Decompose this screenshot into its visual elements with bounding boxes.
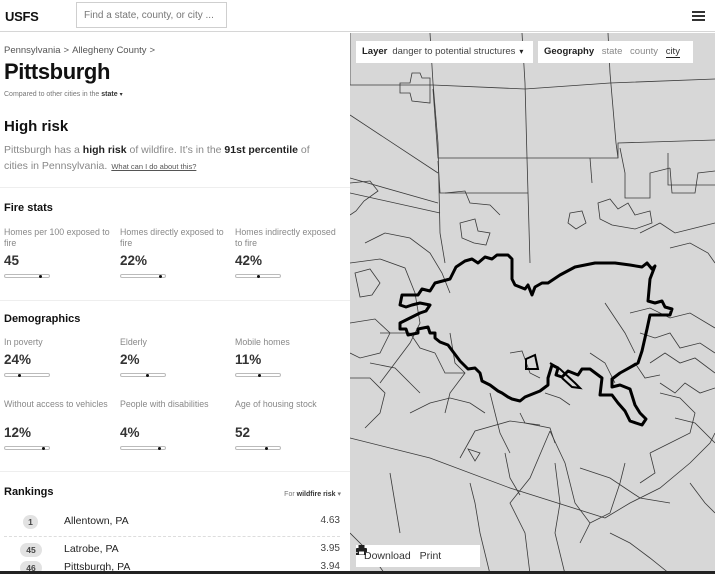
stat-homes-indirectly-exposed: Homes indirectly exposed to fire 42% — [235, 227, 345, 278]
percentile-marker — [158, 447, 161, 450]
map-boundaries — [350, 33, 715, 574]
geography-option-state[interactable]: state — [601, 46, 623, 57]
breadcrumb-state[interactable]: Pennsylvania — [4, 45, 61, 56]
hamburger-icon[interactable] — [692, 11, 705, 21]
stat-elderly: Elderly 2% — [120, 337, 230, 377]
ranking-row[interactable]: 45 Latrobe, PA 3.95 — [0, 541, 350, 561]
percentile-bar — [235, 274, 281, 278]
ranking-row-current[interactable]: 46 Pittsburgh, PA 3.94 — [0, 559, 350, 574]
geography-option-city[interactable]: city — [665, 46, 680, 58]
percentile-marker — [159, 275, 162, 278]
percentile-marker — [265, 447, 268, 450]
layer-dropdown[interactable]: Layer danger to potential structures ▾ — [356, 41, 533, 63]
chevron-down-icon[interactable]: ▾ — [519, 47, 524, 56]
demographics-heading: Demographics — [4, 313, 81, 325]
divider — [0, 300, 350, 301]
percentile-bar — [120, 373, 166, 377]
chevron-down-icon[interactable]: ▾ — [119, 92, 123, 98]
rank-city: Pittsburgh, PA — [64, 561, 131, 573]
layer-value[interactable]: danger to potential structures — [392, 46, 516, 57]
stat-homes-per-100: Homes per 100 exposed to fire 45 — [4, 227, 114, 278]
rank-score: 3.95 — [320, 543, 340, 554]
rank-badge: 1 — [23, 515, 38, 529]
compare-prefix: Compared to other cities in the — [4, 91, 100, 98]
print-icon — [356, 545, 367, 555]
export-bar: Download Print — [356, 545, 480, 567]
compare-scope: Compared to other cities in the state ▾ — [4, 91, 123, 98]
rank-city: Latrobe, PA — [64, 543, 119, 555]
percentile-bar — [120, 274, 166, 278]
top-bar: USFS — [0, 0, 715, 32]
stat-housing-age: Age of housing stock 52 — [235, 399, 345, 450]
geography-label: Geography — [544, 46, 595, 57]
ranking-row[interactable]: 1 Allentown, PA 4.63 — [0, 513, 350, 533]
rankings-sort: For wildfire risk ▾ — [284, 491, 341, 498]
breadcrumb: Pennsylvania > Allegheny County > — [4, 45, 158, 56]
rankings-heading: Rankings — [4, 486, 54, 498]
what-can-i-do-link[interactable]: What can I do about this? — [111, 162, 197, 171]
stat-in-poverty: In poverty 24% — [4, 337, 114, 377]
breadcrumb-separator: > — [63, 45, 70, 56]
fire-stats-heading: Fire stats — [4, 202, 53, 214]
percentile-bar — [235, 446, 281, 450]
percentile-bar — [4, 274, 50, 278]
percentile-bar — [4, 373, 50, 377]
info-panel: Pennsylvania > Allegheny County > Pittsburg… — [0, 33, 350, 574]
percentile-marker — [18, 374, 21, 377]
breadcrumb-separator: > — [149, 45, 156, 56]
stat-mobile-homes: Mobile homes 11% — [235, 337, 345, 377]
divider — [4, 536, 340, 537]
stat-disabilities: People with disabilities 4% — [120, 399, 230, 450]
rank-badge: 46 — [20, 561, 42, 574]
compare-scope-dropdown[interactable]: state — [101, 91, 118, 98]
percentile-marker — [257, 275, 260, 278]
rank-score: 4.63 — [320, 515, 340, 526]
download-button[interactable]: Download — [356, 545, 414, 562]
rank-score: 3.94 — [320, 561, 340, 572]
print-button[interactable]: Print — [356, 545, 441, 562]
percentile-bar — [120, 446, 166, 450]
layer-label: Layer — [362, 46, 388, 57]
divider — [0, 471, 350, 472]
stat-homes-directly-exposed: Homes directly exposed to fire 22% — [120, 227, 230, 278]
map-view[interactable]: Layer danger to potential structures ▾ Geo… — [350, 33, 715, 574]
percentile-marker — [42, 447, 45, 450]
page-title: Pittsburgh — [4, 59, 110, 84]
stat-without-vehicles: Without access to vehicles 12% — [4, 399, 114, 450]
percentile-marker — [39, 275, 42, 278]
divider — [0, 187, 350, 188]
rank-badge: 45 — [20, 543, 42, 557]
search-input[interactable] — [76, 2, 227, 28]
percentile-marker — [146, 374, 149, 377]
geography-option-county[interactable]: county — [630, 46, 659, 57]
rank-city: Allentown, PA — [64, 515, 129, 527]
geography-selector: Geography state county city — [538, 41, 693, 63]
percentile-marker — [258, 374, 261, 377]
percentile-bar — [235, 373, 281, 377]
window-bottom-edge — [0, 571, 715, 574]
rankings-sort-dropdown[interactable]: wildfire risk — [296, 491, 336, 498]
breadcrumb-county[interactable]: Allegheny County — [72, 45, 147, 56]
risk-heading: High risk — [4, 118, 69, 135]
risk-description: Pittsburgh has a high risk of wildfire. … — [4, 144, 310, 172]
chevron-down-icon[interactable]: ▾ — [337, 491, 341, 498]
percentile-bar — [4, 446, 50, 450]
logo[interactable]: USFS — [5, 9, 39, 24]
